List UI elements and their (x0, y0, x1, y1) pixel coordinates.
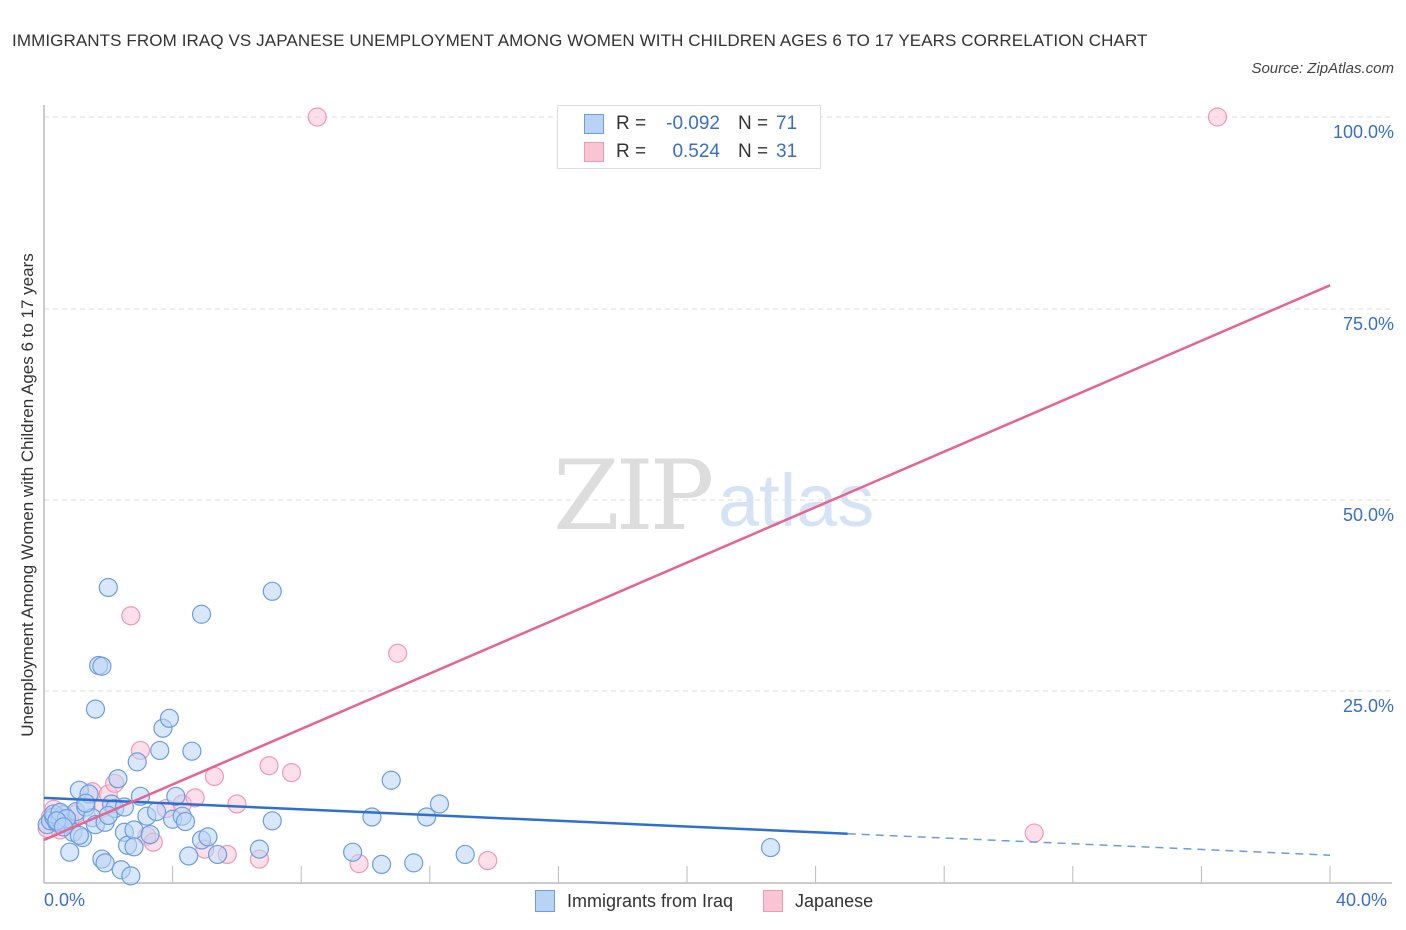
data-point (85, 699, 106, 719)
data-point (98, 577, 118, 598)
data-point (343, 842, 363, 862)
data-point (140, 824, 160, 845)
data-point (249, 839, 270, 859)
data-point (429, 794, 450, 814)
stats-row-japanese: R = 0.524 N = 31 (584, 139, 797, 165)
iraq-trendline (43, 796, 848, 835)
data-point (76, 793, 96, 813)
data-point (185, 788, 205, 808)
data-point (108, 769, 128, 789)
data-point (166, 786, 186, 806)
data-point (121, 866, 141, 886)
legend-item-iraq[interactable]: Immigrants from Iraq (535, 890, 733, 912)
data-point (92, 656, 112, 676)
data-point (381, 770, 401, 790)
data-point (95, 853, 115, 873)
data-point (69, 825, 89, 845)
n-value: 71 (776, 113, 798, 134)
data-point (198, 827, 218, 847)
legend-label-iraq: Immigrants from Iraq (567, 890, 734, 911)
n-label: N = (738, 113, 769, 134)
data-point (388, 643, 408, 663)
r-value: -0.092 (666, 113, 720, 134)
y-tick-25: 25.0% (1342, 696, 1394, 716)
data-point (262, 811, 282, 831)
series-legend: Immigrants from Iraq Japanese (535, 890, 903, 912)
gridlines (44, 116, 1392, 692)
chart-title: IMMIGRANTS FROM IRAQ VS JAPANESE UNEMPLO… (12, 31, 1148, 50)
n-label: N = (738, 141, 769, 162)
axes (43, 105, 1392, 884)
r-label: R = (616, 141, 647, 162)
data-point (208, 844, 228, 865)
stats-legend: R = -0.092 N = 71 R = 0.524 N = 31 (557, 105, 821, 169)
y-tick-100: 100.0% (1332, 122, 1394, 142)
data-point (1024, 823, 1044, 843)
data-point (182, 741, 202, 761)
x-tick-marks (43, 866, 1331, 883)
data-point (191, 604, 212, 624)
r-label: R = (616, 113, 647, 134)
japanese-swatch-icon (584, 142, 604, 162)
data-point (1207, 107, 1228, 127)
data-point (259, 756, 279, 776)
data-point (175, 811, 196, 832)
data-point (124, 837, 144, 857)
data-point (307, 107, 327, 127)
data-point (159, 708, 179, 728)
legend-item-japanese[interactable]: Japanese (763, 890, 873, 912)
data-point (262, 581, 282, 601)
watermark-zip: ZIP (553, 440, 714, 552)
data-point (362, 807, 382, 827)
source-label: Source: ZipAtlas.com (1251, 60, 1394, 77)
legend-label-japanese: Japanese (795, 890, 874, 911)
iraq-swatch-icon (584, 114, 604, 134)
data-point (478, 850, 498, 871)
y-tick-50: 50.0% (1342, 505, 1394, 525)
data-point (760, 837, 781, 858)
data-point (150, 740, 170, 761)
data-point (146, 802, 167, 822)
iraq-trendline-extension (847, 832, 1331, 856)
data-point (404, 853, 424, 873)
data-points (37, 107, 1228, 886)
x-tick-40: 40.0% (1336, 890, 1388, 910)
data-point (124, 820, 144, 840)
n-value: 31 (776, 141, 798, 162)
data-point (127, 752, 147, 772)
data-point (455, 844, 475, 865)
data-point (60, 842, 80, 862)
r-value: 0.524 (672, 141, 720, 162)
data-point (416, 807, 437, 827)
data-point (371, 854, 392, 875)
trendlines (43, 284, 1331, 856)
japanese-legend-swatch-icon (763, 890, 784, 912)
y-tick-75: 75.0% (1342, 314, 1394, 334)
stats-row-iraq: R = -0.092 N = 71 (584, 111, 797, 137)
japanese-trendline (43, 284, 1331, 842)
x-tick-0: 0.0% (44, 890, 86, 910)
data-point (281, 763, 302, 783)
iraq-legend-swatch-icon (535, 890, 555, 912)
data-point (227, 794, 247, 814)
data-point (121, 606, 141, 626)
y-axis-label: Unemployment Among Women with Children A… (18, 253, 37, 737)
data-point (179, 846, 199, 866)
